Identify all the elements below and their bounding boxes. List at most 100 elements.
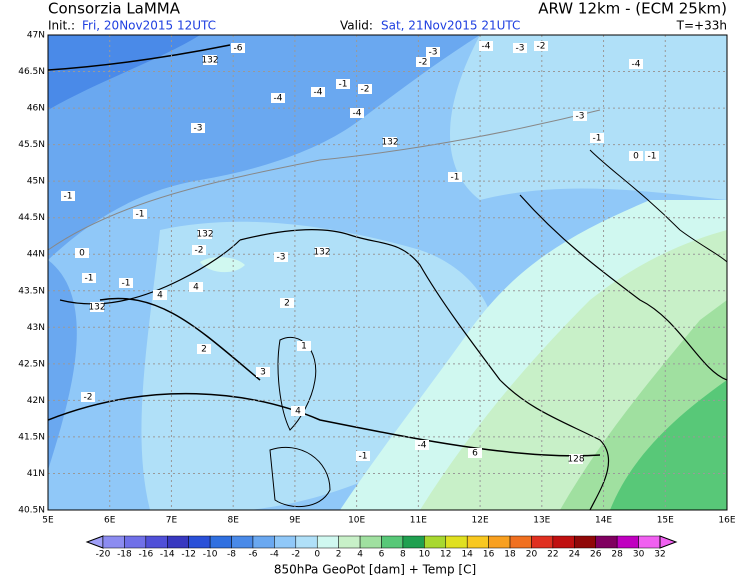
colorbar-swatch [102, 535, 125, 549]
contour-label: -3 [277, 253, 286, 263]
contour-label-bg [61, 191, 75, 201]
contour-label-bg [383, 137, 397, 147]
lat-label: 46N [27, 104, 45, 114]
colorbar: -20 -18 -16 -14 -12 -10 -8 -6 -4 -2 0 2 4 6 8 10 12 14 16 1… [85, 535, 678, 560]
colorbar-tick-label: -6 [248, 550, 257, 560]
contour-label-bg [75, 248, 89, 258]
colorbar-swatch [209, 535, 232, 549]
colorbar-tick-label: 26 [590, 550, 602, 560]
colorbar-tick-label: 20 [526, 550, 538, 560]
contour-label-bg [350, 108, 364, 118]
colorbar-tick-label: 0 [314, 550, 320, 560]
colorbar-swatch [574, 535, 596, 549]
contour-label: 6 [472, 449, 478, 459]
contour-label-bg [629, 151, 643, 161]
contour-label-bg [479, 41, 493, 51]
colorbar-swatch [638, 535, 661, 549]
lead-time: T=+33h [676, 19, 727, 33]
contour-label: -4 [418, 441, 427, 451]
contour-label: -1 [648, 152, 657, 162]
contour-label: -4 [632, 60, 641, 70]
colorbar-swatch [445, 535, 468, 549]
contour-label: -1 [122, 279, 131, 289]
colorbar-swatch [595, 535, 618, 549]
lat-label: 46.5N [18, 67, 45, 77]
contour-label: -1 [593, 134, 602, 144]
contour-label: 4 [193, 283, 199, 293]
colorbar-swatch [338, 535, 361, 549]
contour-label: -3 [516, 44, 525, 54]
contour-label-bg [203, 55, 217, 65]
contour-label-bg [81, 392, 95, 402]
contour-label-bg [356, 451, 370, 461]
contour-label-bg [336, 79, 350, 89]
contour-label: -4 [482, 42, 491, 52]
colorbar-swatch [124, 535, 147, 549]
contour-label: 132 [313, 248, 330, 258]
contour-label: 4 [295, 407, 301, 417]
contour-label: -4 [314, 88, 323, 98]
colorbar-swatch [381, 535, 404, 549]
colorbar-tick-label: -2 [291, 550, 300, 560]
colorbar-swatch [359, 535, 382, 549]
lon-label: 7E [166, 516, 178, 526]
colorbar-tick-label: 28 [611, 550, 623, 560]
colorbar-tick-label: 6 [379, 550, 385, 560]
contour-label-bg [645, 151, 659, 161]
lon-label: 12E [472, 516, 489, 526]
lon-label: 15E [657, 516, 674, 526]
colorbar-swatch [531, 535, 554, 549]
contour-label: -1 [359, 452, 368, 462]
colorbar-swatch [552, 535, 575, 549]
colorbar-tick-label: -14 [160, 550, 175, 560]
contour-label: -3 [576, 112, 585, 122]
lon-label: 14E [595, 516, 612, 526]
lat-label: 47N [27, 31, 45, 41]
colorbar-arrow [85, 535, 104, 549]
colorbar-tick-label: 30 [633, 550, 645, 560]
init-time: Fri, 20Nov2015 12UTC [82, 19, 216, 33]
colorbar-swatch [252, 535, 275, 549]
colorbar-tick-label: 22 [547, 550, 558, 560]
contour-label: -6 [234, 44, 243, 54]
contour-label: 2 [201, 345, 207, 355]
contour-label: -1 [85, 274, 94, 284]
contour-label-bg [231, 43, 245, 53]
contour-label-bg [291, 406, 305, 416]
init-label: Init.: [48, 19, 75, 33]
lat-label: 43N [27, 323, 45, 333]
contour-label-bg [513, 43, 527, 53]
colorbar-tick-label: -16 [138, 550, 153, 560]
lon-label: 11E [410, 516, 427, 526]
colorbar-tick-label: -12 [181, 550, 196, 560]
colorbar-tick-label: 24 [569, 550, 581, 560]
contour-label-bg [573, 111, 587, 121]
colorbar-swatch [188, 535, 211, 549]
map-frame [47, 34, 728, 511]
source: Consorzia LaMMA [48, 0, 181, 18]
lon-label: 5E [42, 516, 54, 526]
contour-label-bg [311, 87, 325, 97]
colorbar-tick-label: 18 [504, 550, 516, 560]
colorbar-tick-label: -18 [117, 550, 132, 560]
contour-label-bg [569, 454, 583, 464]
colorbar-swatch [616, 535, 639, 549]
colorbar-arrow [659, 535, 678, 549]
map-title: 850hPa GeoPot [dam] + Temp [C] [274, 563, 476, 577]
contour-label-bg [191, 123, 205, 133]
model: ARW 12km - (ECM 25km) [538, 0, 727, 18]
lat-label: 44N [27, 250, 45, 260]
contour-label: -1 [136, 210, 145, 220]
colorbar-swatch [424, 535, 447, 549]
contour-label-bg [297, 341, 311, 351]
colorbar-swatch [295, 535, 318, 549]
lon-label: 16E [718, 516, 735, 526]
contour-label: -2 [361, 85, 370, 95]
contour-label-bg [82, 273, 96, 283]
contour-label-bg [280, 298, 294, 308]
contour-label: -1 [451, 173, 460, 183]
contour-label-bg [197, 344, 211, 354]
lat-label: 45.5N [18, 140, 45, 150]
colorbar-tick-label: -10 [203, 550, 218, 560]
